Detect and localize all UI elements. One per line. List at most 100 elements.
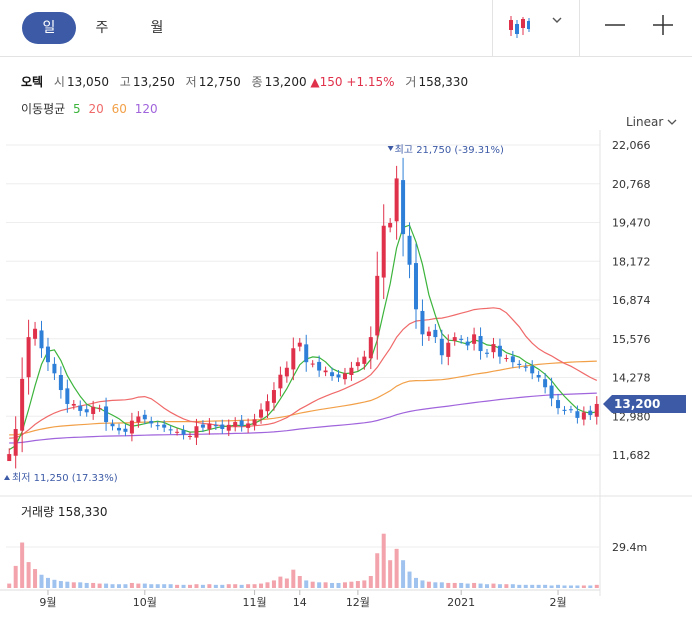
- ma20-label: 20: [88, 102, 103, 116]
- volume-bar: [291, 570, 295, 588]
- price-tick-label: 20,768: [612, 178, 651, 191]
- volume-bar: [298, 576, 302, 588]
- tab-month[interactable]: 월: [137, 12, 177, 44]
- candle-body: [20, 379, 24, 431]
- volume-bar: [524, 585, 528, 588]
- volume-bar: [446, 583, 450, 588]
- tab-day[interactable]: 일: [22, 12, 76, 44]
- price-tick-label: 11,682: [612, 449, 651, 462]
- candle-body: [472, 334, 476, 343]
- candle-body: [291, 348, 295, 369]
- candle-body: [259, 410, 263, 418]
- candle-body: [504, 358, 508, 359]
- candle-body: [111, 424, 115, 427]
- scale-mode-dropdown[interactable]: Linear: [626, 115, 677, 129]
- volume-bar: [46, 578, 50, 588]
- last-price-label: 13,200: [614, 397, 660, 411]
- volume-bar: [130, 583, 134, 588]
- volume-bar: [595, 585, 599, 588]
- candle-body: [362, 357, 366, 364]
- price-tick-label: 16,874: [612, 294, 651, 307]
- volume-bar: [59, 581, 63, 588]
- volume-bar: [362, 580, 366, 588]
- volume-label: 거: [405, 75, 416, 89]
- zoom-out-button[interactable]: [603, 13, 627, 37]
- price-tick-label: 22,066: [612, 139, 651, 152]
- volume-bar: [459, 583, 463, 588]
- volume-bar: [485, 584, 489, 588]
- candle-body: [253, 419, 257, 425]
- price-tick-label: 14,278: [612, 372, 651, 385]
- volume-bar: [414, 578, 418, 588]
- time-axis: 9월 10월 11월 14 12월 2021 2월: [39, 590, 566, 609]
- volume-bar: [530, 585, 534, 588]
- scale-mode-label: Linear: [626, 115, 663, 129]
- candle-body: [511, 356, 515, 362]
- min-marker-label: 최저 11,250 (17.33%): [12, 472, 118, 484]
- candle-body: [278, 375, 282, 389]
- tab-week[interactable]: 주: [82, 12, 122, 44]
- candle-body: [575, 411, 579, 418]
- candle-body: [33, 329, 37, 339]
- volume-bar: [156, 584, 160, 588]
- chevron-down-icon[interactable]: [552, 14, 562, 27]
- chart-type-dropdown[interactable]: [492, 0, 580, 56]
- time-tick-label: 9월: [39, 596, 56, 609]
- volume-bar: [317, 582, 321, 588]
- candle-body: [233, 422, 237, 426]
- candle-body: [304, 344, 308, 362]
- candle-body: [78, 406, 82, 411]
- candle-body: [440, 339, 444, 355]
- candle-body: [588, 411, 592, 415]
- volume-bar: [91, 583, 95, 588]
- candle-body: [414, 263, 418, 309]
- volume-bar: [182, 585, 186, 588]
- volume-bar: [543, 585, 547, 588]
- candle-body: [524, 367, 528, 368]
- ma120-label: 120: [135, 102, 158, 116]
- max-marker-arrow: [388, 146, 394, 151]
- candle-body: [188, 436, 192, 437]
- candle-body: [420, 311, 424, 334]
- candle-body: [272, 390, 276, 403]
- volume-bar: [214, 585, 218, 588]
- volume-bar: [272, 580, 276, 588]
- price-tick-label: 18,172: [612, 255, 651, 268]
- candle-body: [330, 372, 334, 376]
- candle-body: [91, 407, 95, 414]
- volume-bar: [136, 584, 140, 588]
- candle-body: [382, 226, 386, 278]
- time-tick-label: 2021: [447, 596, 475, 609]
- candlesticks: [7, 158, 599, 469]
- volume-bar: [504, 584, 508, 588]
- candle-body: [569, 409, 573, 410]
- time-tick-label: 14: [293, 596, 307, 609]
- volume-bar: [259, 584, 263, 588]
- candle-body: [194, 426, 198, 437]
- close-value: 13,200: [265, 75, 307, 89]
- candle-body: [98, 408, 102, 409]
- volume-bar: [72, 582, 76, 588]
- high-label: 고: [120, 75, 131, 89]
- price-tick-label: 15,576: [612, 333, 651, 346]
- candle-body: [356, 362, 360, 366]
- candle-body: [27, 337, 31, 377]
- volume-bar: [433, 582, 437, 588]
- ma60-label: 60: [112, 102, 127, 116]
- zoom-in-button[interactable]: [651, 13, 675, 37]
- volume-bar: [337, 583, 341, 588]
- candle-body: [40, 330, 44, 348]
- volume-bar: [149, 584, 153, 588]
- ma-legend: 이동평균 5 20 60 120: [21, 100, 162, 117]
- volume-bar: [169, 584, 173, 588]
- volume-bar: [324, 582, 328, 588]
- stock-name: 오텍: [21, 75, 43, 89]
- candle-body: [543, 379, 547, 387]
- volume-bar: [253, 584, 257, 588]
- candle-body: [517, 364, 521, 365]
- volume-bar: [285, 579, 289, 588]
- low-label: 저: [186, 75, 197, 89]
- candle-body: [246, 423, 250, 427]
- candle-body: [479, 336, 483, 351]
